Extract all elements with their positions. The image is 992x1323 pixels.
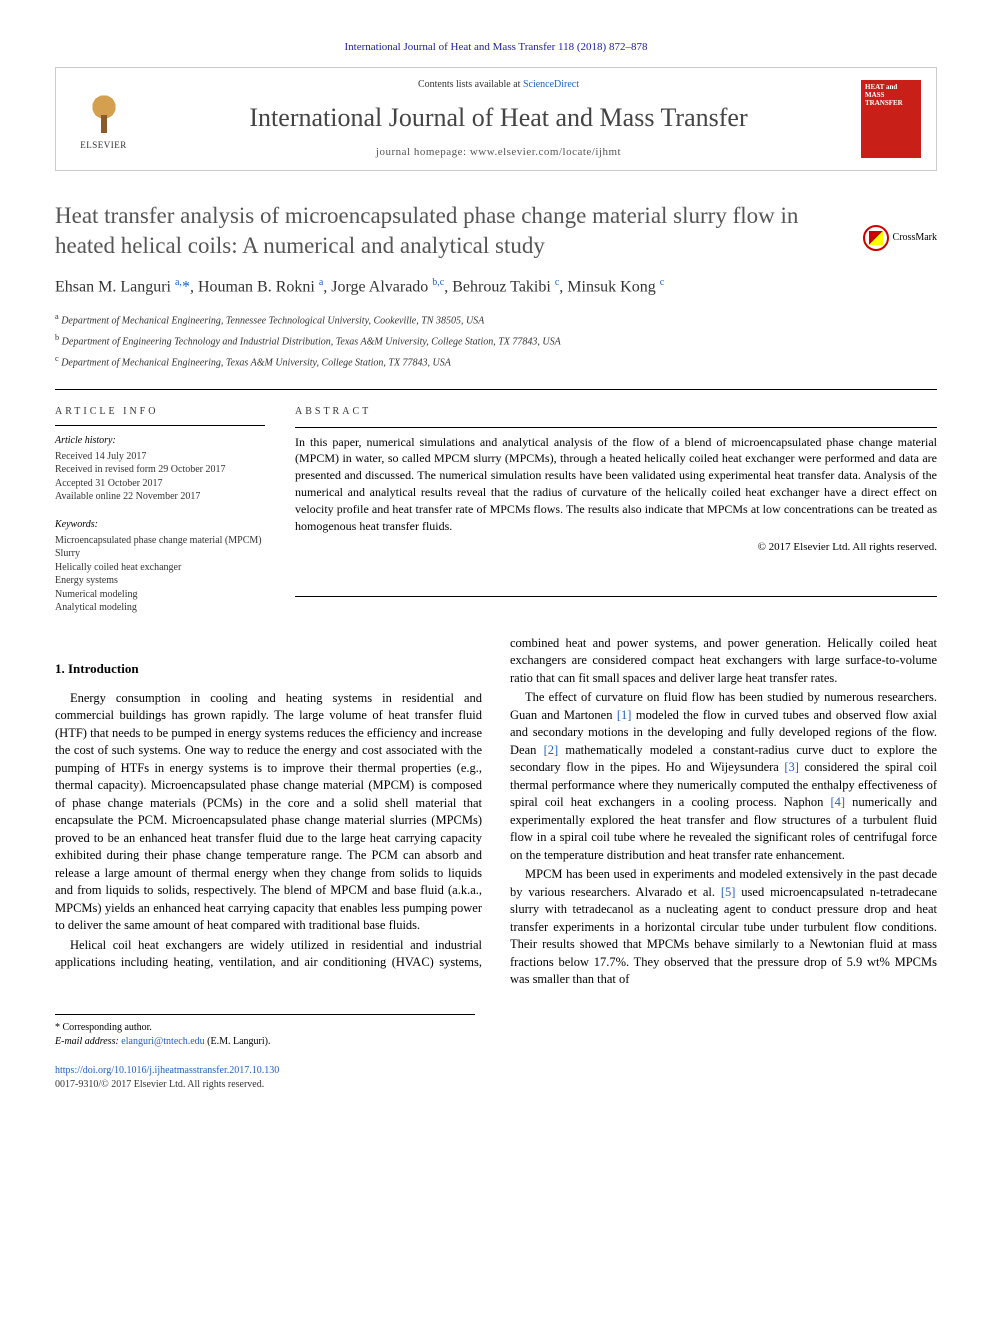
divider [55,389,937,390]
history-line: Available online 22 November 2017 [55,490,265,504]
abstract-text: In this paper, numerical simulations and… [295,434,937,535]
keyword: Slurry [55,547,265,561]
keyword: Helically coiled heat exchanger [55,561,265,575]
doi-link[interactable]: https://doi.org/10.1016/j.ijheatmasstran… [55,1064,937,1078]
abstract-heading: ABSTRACT [295,405,937,419]
history-line: Received in revised form 29 October 2017 [55,463,265,477]
footer-copyright: 0017-9310/© 2017 Elsevier Ltd. All right… [55,1078,937,1092]
article-info-block: ARTICLE INFO Article history: Received 1… [55,405,265,615]
history-line: Received 14 July 2017 [55,450,265,464]
keywords-label: Keywords: [55,518,265,532]
body-paragraph: MPCM has been used in experiments and mo… [510,866,937,989]
corresponding-label: * Corresponding author. [55,1021,475,1035]
email-suffix: (E.M. Languri). [205,1036,271,1047]
affiliation: c Department of Mechanical Engineering, … [55,353,937,370]
abstract-block: ABSTRACT In this paper, numerical simula… [295,405,937,615]
sciencedirect-link[interactable]: ScienceDirect [523,79,579,90]
crossmark-badge[interactable]: CrossMark [863,225,937,251]
affiliation: a Department of Mechanical Engineering, … [55,311,937,328]
keyword: Analytical modeling [55,601,265,615]
journal-header: ELSEVIER Contents lists available at Sci… [55,67,937,171]
keyword: Numerical modeling [55,588,265,602]
section-heading-intro: 1. Introduction [55,660,482,678]
corresponding-email-link[interactable]: elanguri@tntech.edu [121,1036,204,1047]
crossmark-icon [863,225,889,251]
authors-line: Ehsan M. Languri a,*, Houman B. Rokni a,… [55,276,937,299]
article-title: Heat transfer analysis of microencapsula… [55,201,835,261]
email-label: E-mail address: [55,1036,121,1047]
article-info-heading: ARTICLE INFO [55,405,265,419]
history-label: Article history: [55,434,265,448]
body-paragraph: Energy consumption in cooling and heatin… [55,690,482,935]
corresponding-author-footer: * Corresponding author. E-mail address: … [55,1014,475,1049]
journal-cover-thumbnail: HEAT and MASS TRANSFER [861,80,921,158]
journal-name: International Journal of Heat and Mass T… [136,100,861,136]
contents-available: Contents lists available at ScienceDirec… [136,78,861,92]
keyword: Energy systems [55,574,265,588]
body-text: 1. Introduction Energy consumption in co… [55,635,937,989]
journal-homepage: journal homepage: www.elsevier.com/locat… [136,145,861,160]
abstract-copyright: © 2017 Elsevier Ltd. All rights reserved… [295,540,937,555]
header-citation: International Journal of Heat and Mass T… [55,40,937,55]
history-line: Accepted 31 October 2017 [55,477,265,491]
elsevier-logo: ELSEVIER [71,82,136,157]
affiliation: b Department of Engineering Technology a… [55,332,937,349]
body-paragraph: The effect of curvature on fluid flow ha… [510,689,937,864]
keyword: Microencapsulated phase change material … [55,534,265,548]
